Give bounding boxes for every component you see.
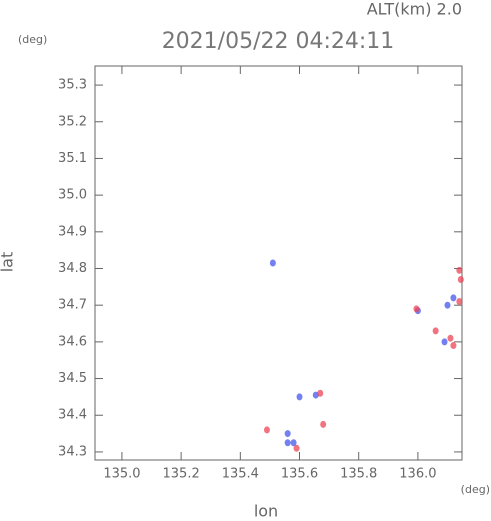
y-tick-label: 35.1 [58,151,87,166]
y-label: lat [0,252,17,273]
x-tick-label: 135.8 [340,467,377,482]
x-unit: (deg) [461,483,490,496]
x-label: lon [254,502,278,521]
echo-point [413,305,420,313]
echo-point [317,389,324,397]
subtitle: ALT(km) 2.0 [367,0,462,19]
echo-point [441,338,448,346]
x-tick-label: 135.6 [281,467,318,482]
echo-point [293,444,300,452]
y-unit: (deg) [18,33,47,46]
echo-point [450,342,457,350]
echo-point [269,259,276,267]
x-tick-label: 135.4 [222,467,259,482]
x-tick-label: 135.2 [163,467,200,482]
y-tick-label: 35.2 [58,114,87,129]
echo-point [456,266,463,274]
echo-point [284,439,291,447]
plot-frame [94,65,463,461]
y-tick-label: 35.0 [58,188,87,203]
echo-point [457,276,464,284]
y-tick-label: 34.5 [58,371,87,386]
echo-point [263,426,270,434]
echo-point [432,327,439,335]
echo-point [447,334,454,342]
y-tick-label: 34.9 [58,224,87,239]
x-tick-label: 135.0 [103,467,140,482]
y-tick-label: 35.3 [58,78,87,93]
x-tick-label: 136.0 [399,467,436,482]
y-tick-label: 34.4 [58,408,87,423]
y-tick-label: 34.8 [58,261,87,276]
y-tick-label: 34.3 [58,444,87,459]
echo-point [456,298,463,306]
echo-point [284,430,291,438]
echo-point [290,439,297,447]
echo-point [296,393,303,401]
chart-title: 2021/05/22 04:24:11 [162,29,395,54]
echo-point [450,294,457,302]
y-tick-label: 34.6 [58,334,87,349]
y-tick-label: 34.7 [58,298,87,313]
echo-point [320,420,327,428]
echo-point [444,301,451,309]
